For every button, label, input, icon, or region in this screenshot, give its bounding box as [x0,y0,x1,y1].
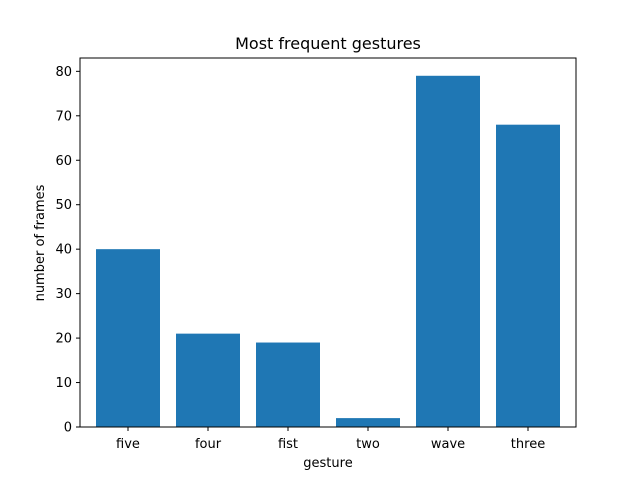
bar-five [96,249,160,427]
bar-four [176,333,240,427]
bar-three [496,124,560,428]
axes-group: five four fist two wave three 0 10 20 30 40 50 60 70 8… [55,57,577,452]
x-tick-label: two [356,437,380,452]
y-tick-label: 0 [64,421,72,436]
y-tick-label: 80 [55,65,72,80]
y-tick-label: 50 [55,198,72,213]
bar-two [336,418,400,427]
x-axis-label: gesture [303,456,352,471]
bar-fist [256,342,320,427]
plot-frame [79,57,577,428]
y-tick-label: 70 [55,109,72,124]
chart-title: Most frequent gestures [235,34,421,53]
bars-group [96,75,560,428]
x-tick-label: five [116,437,140,452]
x-tick-label: three [511,437,545,452]
y-tick-label: 40 [55,243,72,258]
bar-wave [416,75,480,427]
y-tick-label: 10 [55,376,72,391]
y-axis-label: number of frames [33,184,48,301]
x-tick-label: fist [278,437,298,452]
x-tick-label: wave [431,437,465,452]
y-tick-label: 60 [55,154,72,169]
x-tick-label: four [195,437,222,452]
y-tick-label: 20 [55,332,72,347]
y-tick-label: 30 [55,287,72,302]
